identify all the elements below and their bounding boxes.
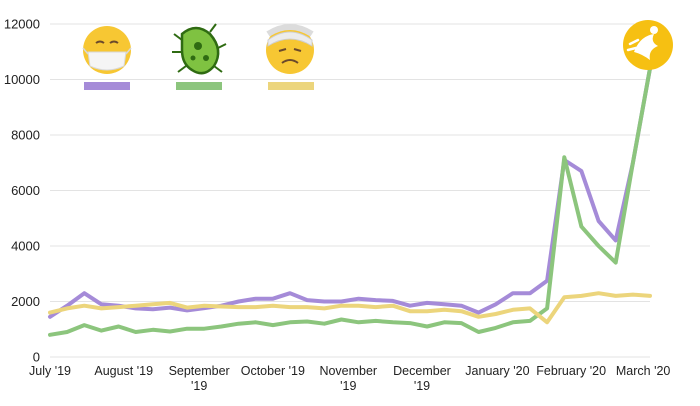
series-line-microbe xyxy=(48,66,652,337)
x-tick-label: March '20 xyxy=(616,364,671,378)
microbe-icon xyxy=(172,23,227,75)
series-lines xyxy=(48,66,652,337)
y-tick-label: 0 xyxy=(33,350,40,365)
legend-swatch xyxy=(268,82,314,90)
y-tick-label: 6000 xyxy=(11,183,40,198)
series-line-face-with-medical-mask xyxy=(48,66,652,319)
y-axis-ticks: 0 2000 4000 6000 8000 10000 12000 xyxy=(4,17,40,365)
x-tick-label: July '19 xyxy=(29,364,71,378)
y-tick-label: 10000 xyxy=(4,72,40,87)
x-tick-label: January '20 xyxy=(465,364,529,378)
legend-swatch xyxy=(176,82,222,90)
x-tick-label: August '19 xyxy=(94,364,153,378)
y-tick-label: 8000 xyxy=(11,128,40,143)
x-tick-label: November '19 xyxy=(319,364,377,393)
y-tick-label: 12000 xyxy=(4,17,40,32)
x-tick-label: February '20 xyxy=(536,364,606,378)
face-with-head-bandage-icon xyxy=(266,24,314,74)
series-line-face-with-head-bandage xyxy=(48,291,652,325)
legend xyxy=(82,23,314,90)
grid-lines xyxy=(50,23,650,358)
x-tick-label: December '19 xyxy=(393,364,451,393)
y-tick-label: 2000 xyxy=(11,294,40,309)
x-tick-label: September '19 xyxy=(169,364,230,393)
x-tick-label: October '19 xyxy=(241,364,305,378)
legend-swatch xyxy=(84,82,130,90)
face-with-medical-mask-icon xyxy=(82,26,132,74)
x-axis-ticks: July '19 August '19 September '19 October '1… xyxy=(29,364,670,393)
yellow-circle-bird-logo-icon xyxy=(623,20,673,70)
y-tick-label: 4000 xyxy=(11,239,40,254)
